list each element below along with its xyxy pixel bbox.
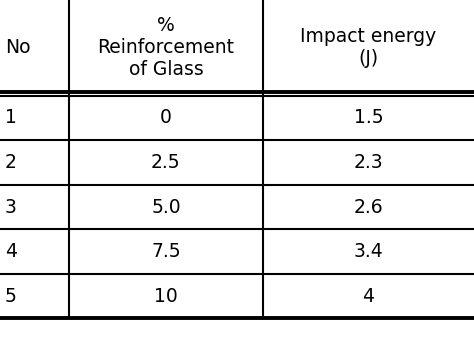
Text: 4: 4 (5, 242, 17, 261)
Text: 10: 10 (154, 287, 178, 306)
Text: Impact energy
(J): Impact energy (J) (301, 27, 437, 68)
Text: 7.5: 7.5 (151, 242, 181, 261)
Text: 1.5: 1.5 (354, 109, 383, 127)
Text: 5: 5 (5, 287, 17, 306)
Text: 5.0: 5.0 (151, 198, 181, 216)
Text: 1: 1 (5, 109, 17, 127)
Text: 2.3: 2.3 (354, 153, 383, 172)
Text: 2.6: 2.6 (354, 198, 383, 216)
Text: 2.5: 2.5 (151, 153, 181, 172)
Text: 4: 4 (363, 287, 374, 306)
Text: 2: 2 (5, 153, 17, 172)
Text: 3.4: 3.4 (354, 242, 383, 261)
Text: 3: 3 (5, 198, 17, 216)
Text: No: No (5, 38, 30, 57)
Text: %
Reinforcement
of Glass: % Reinforcement of Glass (97, 16, 235, 79)
Text: 0: 0 (160, 109, 172, 127)
